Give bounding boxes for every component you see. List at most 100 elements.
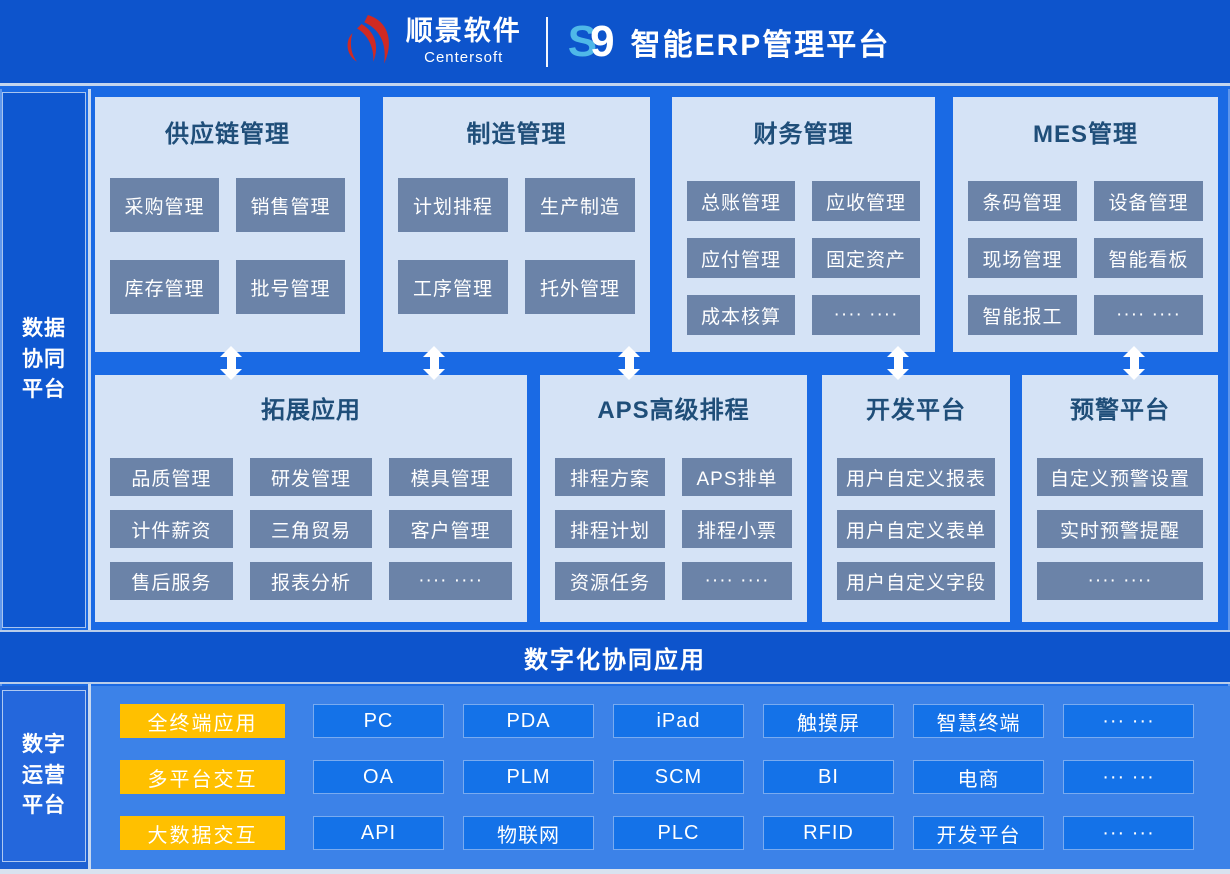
module-chip: 库存管理	[110, 260, 219, 314]
module-card-dev-platform: 开发平台 用户自定义报表 用户自定义表单 用户自定义字段	[822, 375, 1010, 622]
module-card-supply-chain: 供应链管理 采购管理 销售管理 库存管理 批号管理	[95, 97, 360, 352]
chip-grid: 自定义预警设置 实时预警提醒 ···· ····	[1037, 458, 1203, 600]
card-title: MES管理	[1032, 121, 1138, 148]
module-chip: 销售管理	[236, 178, 345, 232]
s9-logo-s: S	[567, 16, 598, 66]
terminal-row: 全终端应用 PC PDA iPad 触摸屏 智慧终端 ··· ···	[90, 704, 1230, 738]
module-card-finance: 财务管理 总账管理 应收管理 应付管理 固定资产 成本核算 ···· ····	[672, 97, 935, 352]
sidebar-data-collaboration-platform: 数据 协同 平台	[2, 92, 86, 628]
card-title: 预警平台	[1070, 397, 1170, 424]
module-chip: 模具管理	[389, 458, 512, 496]
module-chip: 排程方案	[555, 458, 665, 496]
module-chip: 现场管理	[968, 238, 1077, 278]
chip-grid: 计划排程 生产制造 工序管理 托外管理	[398, 178, 635, 314]
module-chip: 研发管理	[249, 458, 373, 496]
collaboration-bar: 数字化协同应用	[0, 630, 1230, 684]
sidebar-digital-operation-platform: 数字 运营 平台	[2, 690, 86, 862]
module-chip: 资源任务	[555, 562, 665, 600]
module-chip: 计件薪资	[110, 510, 233, 548]
item-chip: 电商	[913, 760, 1044, 794]
module-chip: 成本核算	[687, 295, 795, 335]
item-chip-more: ··· ···	[1063, 704, 1194, 738]
module-chip: 设备管理	[1094, 181, 1203, 221]
up-down-arrow-icon	[220, 346, 242, 380]
item-chip: RFID	[763, 816, 894, 850]
sidebar-label-line: 数据	[22, 317, 66, 341]
module-chip: 实时预警提醒	[1037, 510, 1203, 548]
module-chip: 智能看板	[1094, 238, 1203, 278]
card-title: 供应链管理	[165, 121, 290, 148]
up-down-arrow-icon	[1123, 346, 1145, 380]
page-title: 智能ERP管理平台	[630, 28, 891, 62]
module-chip: 用户自定义表单	[837, 510, 995, 548]
module-chip: 排程小票	[682, 510, 792, 548]
module-chip: 批号管理	[236, 260, 345, 314]
module-chip-more: ···· ····	[1037, 562, 1203, 600]
module-chip: 用户自定义报表	[837, 458, 995, 496]
module-chip: 客户管理	[389, 510, 512, 548]
page-bottom-strip	[0, 869, 1230, 874]
card-title: 财务管理	[753, 121, 854, 148]
sidebar-label-line: 平台	[22, 794, 66, 818]
brand-subtitle: Centersoft	[424, 49, 504, 66]
s9-logo: S 9	[567, 16, 615, 66]
item-chip: 开发平台	[913, 816, 1044, 850]
chip-grid: 总账管理 应收管理 应付管理 固定资产 成本核算 ···· ····	[687, 181, 920, 335]
module-card-manufacturing: 制造管理 计划排程 生产制造 工序管理 托外管理	[383, 97, 650, 352]
module-chip: 条码管理	[968, 181, 1077, 221]
module-chip: 托外管理	[525, 260, 635, 314]
digital-operation-zone: 全终端应用 PC PDA iPad 触摸屏 智慧终端 ··· ··· 多平台交互…	[0, 686, 1230, 869]
module-card-aps-scheduling: APS高级排程 排程方案 APS排单 排程计划 排程小票 资源任务 ···· ·…	[540, 375, 807, 622]
module-chip: 采购管理	[110, 178, 219, 232]
module-chip: 三角贸易	[249, 510, 373, 548]
item-chip: API	[313, 816, 444, 850]
module-chip-more: ···· ····	[682, 562, 792, 600]
item-chip-more: ··· ···	[1063, 816, 1194, 850]
item-chip: BI	[763, 760, 894, 794]
module-chip: 计划排程	[398, 178, 508, 232]
centersoft-logo-icon	[347, 14, 389, 64]
s9-logo-9: 9	[590, 16, 615, 66]
module-chip: 工序管理	[398, 260, 508, 314]
item-chip: iPad	[613, 704, 744, 738]
module-chip: 应收管理	[812, 181, 920, 221]
sidebar-label-line: 协同	[22, 347, 66, 371]
category-chip-platforms: 多平台交互	[120, 760, 285, 794]
module-chip: 总账管理	[687, 181, 795, 221]
brand-block: 顺景软件 Centersoft	[405, 16, 522, 66]
module-card-extended-apps: 拓展应用 品质管理 研发管理 模具管理 计件薪资 三角贸易 客户管理 售后服务 …	[95, 375, 527, 622]
sidebar-label-line: 平台	[22, 378, 66, 402]
module-chip: 排程计划	[555, 510, 665, 548]
logo-divider	[545, 16, 548, 67]
item-chip: SCM	[613, 760, 744, 794]
sidebar-divider-bottom	[88, 684, 91, 870]
module-card-mes: MES管理 条码管理 设备管理 现场管理 智能看板 智能报工 ···· ····	[953, 97, 1218, 352]
module-chip: APS排单	[682, 458, 792, 496]
bigdata-row: 大数据交互 API 物联网 PLC RFID 开发平台 ··· ···	[90, 816, 1230, 850]
up-down-arrow-icon	[887, 346, 909, 380]
module-chip: 用户自定义字段	[837, 562, 995, 600]
card-title: 拓展应用	[261, 397, 361, 424]
item-chip: 智慧终端	[913, 704, 1044, 738]
item-chip: 物联网	[463, 816, 594, 850]
up-down-arrow-icon	[618, 346, 640, 380]
up-down-arrow-icon	[423, 346, 445, 380]
platform-row: 多平台交互 OA PLM SCM BI 电商 ··· ···	[90, 760, 1230, 794]
module-card-alert-platform: 预警平台 自定义预警设置 实时预警提醒 ···· ····	[1022, 375, 1218, 622]
item-chip: PDA	[463, 704, 594, 738]
chip-grid: 排程方案 APS排单 排程计划 排程小票 资源任务 ···· ····	[555, 458, 792, 600]
left-edge-line	[0, 89, 2, 870]
module-chip: 品质管理	[110, 458, 233, 496]
card-title: APS高级排程	[597, 397, 750, 424]
sidebar-label-line: 运营	[22, 763, 66, 787]
sidebar-divider-top	[88, 89, 91, 630]
item-chip: 触摸屏	[763, 704, 894, 738]
brand-name: 顺景软件	[405, 16, 522, 46]
category-chip-bigdata: 大数据交互	[120, 816, 285, 850]
chip-grid: 用户自定义报表 用户自定义表单 用户自定义字段	[837, 458, 995, 600]
item-chip: PLM	[463, 760, 594, 794]
chip-grid: 采购管理 销售管理 库存管理 批号管理	[110, 178, 345, 314]
app-header: 顺景软件 Centersoft S 9 智能ERP管理平台	[0, 0, 1230, 86]
item-chip: PC	[313, 704, 444, 738]
